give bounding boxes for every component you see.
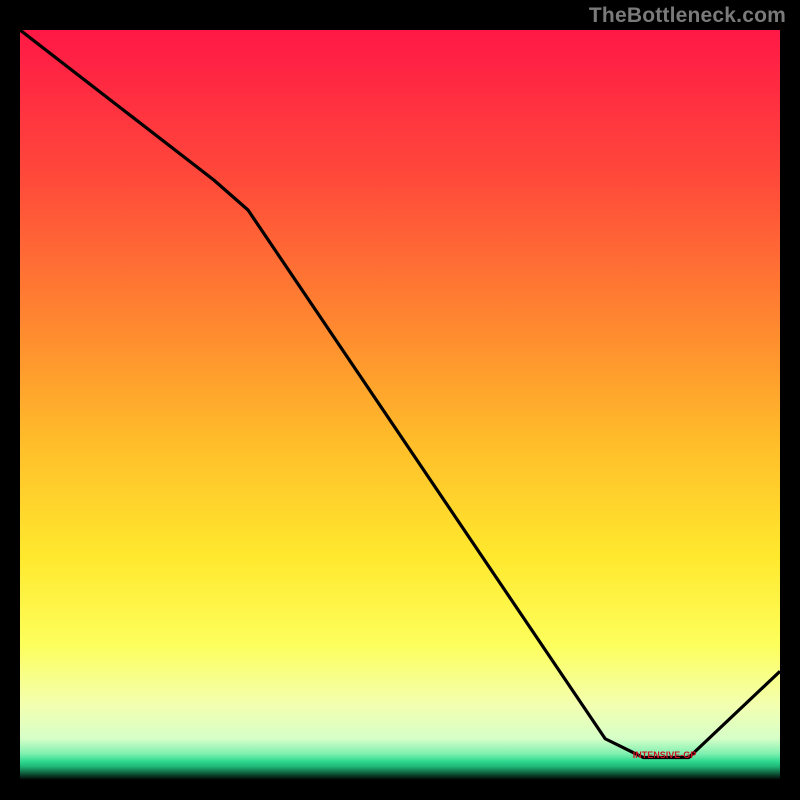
minimum-marker: INTENSIVE-GP bbox=[633, 750, 697, 760]
plot-area: INTENSIVE-GP bbox=[20, 30, 780, 780]
attribution-text: TheBottleneck.com bbox=[589, 4, 786, 28]
curve-line bbox=[20, 30, 780, 758]
curve-layer bbox=[20, 30, 780, 780]
chart-container: TheBottleneck.com INTENSIVE-GP bbox=[0, 0, 800, 800]
